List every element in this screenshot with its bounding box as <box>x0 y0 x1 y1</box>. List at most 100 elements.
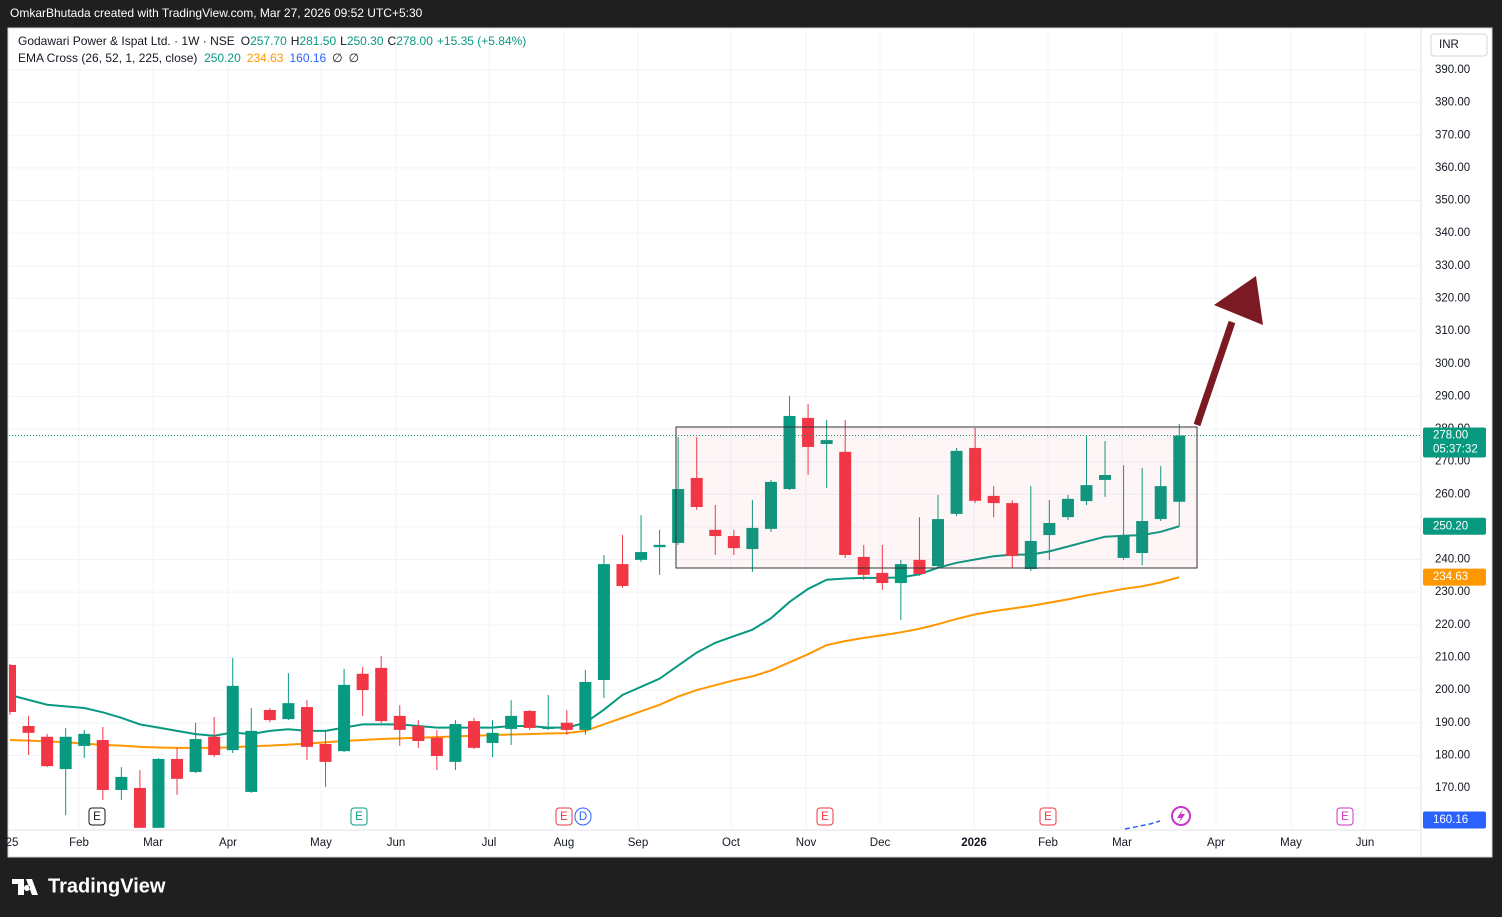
candle-body <box>616 564 629 586</box>
y-tick-label: 270.00 <box>1435 456 1470 468</box>
candle-body <box>913 559 926 574</box>
event-marker[interactable] <box>88 807 106 826</box>
event-label: D <box>579 811 587 823</box>
candle-body <box>783 415 796 490</box>
candle-body <box>59 736 72 770</box>
candle-body <box>1154 486 1167 520</box>
indicator-value: 234.63 <box>247 51 284 65</box>
indicator-title: EMA Cross (26, 52, 1, 225, close) <box>18 51 197 65</box>
x-tick-label: 25 <box>6 837 19 849</box>
y-tick-label: 290.00 <box>1435 390 1470 402</box>
y-tick-label: 220.00 <box>1435 619 1470 631</box>
event-label: E <box>1044 811 1052 823</box>
event-label: E <box>560 811 568 823</box>
candle-body <box>727 536 740 549</box>
candle-body <box>839 451 852 555</box>
candle-body <box>653 544 666 548</box>
event-marker[interactable] <box>1336 807 1354 826</box>
event-marker[interactable] <box>574 807 592 826</box>
x-tick-label: Mar <box>143 837 163 849</box>
candle-body <box>1080 485 1093 502</box>
candle-body <box>96 740 109 790</box>
event-marker[interactable] <box>816 807 834 826</box>
candle-body <box>152 758 165 828</box>
candle-body <box>486 732 499 743</box>
candle-body <box>560 722 573 730</box>
currency: INR <box>1439 39 1459 51</box>
candle-body <box>690 477 703 508</box>
indicator-flag: ∅ <box>349 51 359 65</box>
ema-line <box>9 525 1180 737</box>
chart-panel <box>7 27 1493 858</box>
ema26-label-bg <box>1423 517 1486 535</box>
ohlc-key: H <box>291 34 300 48</box>
ema-line <box>9 576 1180 749</box>
event-marker[interactable] <box>555 807 573 826</box>
x-tick-label: May <box>310 837 332 849</box>
ema26-label: 250.20 <box>1433 520 1468 532</box>
candle-body <box>523 710 536 728</box>
ohlc-value: 281.50 <box>299 34 336 48</box>
y-tick-label: 360.00 <box>1435 162 1470 174</box>
candle-body <box>1117 536 1130 558</box>
candle-body <box>412 725 425 742</box>
y-tick-label: 170.00 <box>1435 782 1470 794</box>
candle-body <box>950 450 963 514</box>
x-tick-label: Jun <box>1356 837 1375 849</box>
y-tick-label: 300.00 <box>1435 358 1470 370</box>
candle-body <box>300 707 313 747</box>
range-box <box>675 426 1198 569</box>
x-tick-label: Oct <box>722 837 741 849</box>
ema-225-line <box>1124 820 1161 830</box>
candle-body <box>245 730 258 792</box>
candle-body <box>468 721 480 748</box>
y-tick-label: 210.00 <box>1435 651 1470 663</box>
candle-body <box>78 733 91 746</box>
y-tick-label: 190.00 <box>1435 717 1470 729</box>
y-tick-label: 200.00 <box>1435 684 1470 696</box>
last-price-label: 278.00 <box>1433 430 1468 442</box>
event-marker[interactable] <box>350 807 368 826</box>
candle-body <box>579 681 592 730</box>
candle-body <box>876 572 889 584</box>
indicator-flag: ∅ <box>332 51 342 65</box>
candle-body <box>505 715 518 729</box>
lightning-icon <box>1177 809 1185 823</box>
ema225-label: 160.16 <box>1433 814 1468 826</box>
y-tick-label: 320.00 <box>1435 292 1470 304</box>
candle-body <box>1136 521 1149 554</box>
candle-body <box>393 715 406 730</box>
y-tick-label: 240.00 <box>1435 554 1470 566</box>
currency-box[interactable] <box>1430 33 1488 57</box>
candle-body <box>1024 540 1037 570</box>
change: +15.35 (+5.84%) <box>437 34 526 48</box>
ohlc-key: L <box>340 34 347 48</box>
candle-body <box>1043 522 1056 536</box>
candle-body <box>764 481 777 529</box>
candle-body <box>208 736 221 756</box>
candle-body <box>449 724 462 762</box>
candle-body <box>635 552 648 560</box>
candle-body <box>857 556 870 575</box>
candle-body <box>263 709 276 721</box>
x-tick-label: 2026 <box>961 837 987 849</box>
y-tick-label: 230.00 <box>1435 586 1470 598</box>
candle-body <box>282 703 295 720</box>
candle-body <box>319 743 332 762</box>
ohlc-key: O <box>241 34 250 48</box>
candle-body <box>597 564 610 680</box>
candle-body <box>9 664 16 712</box>
x-tick-label: Apr <box>1207 837 1225 849</box>
ohlc-value: 250.30 <box>347 34 384 48</box>
y-tick-label: 310.00 <box>1435 325 1470 337</box>
candle-body <box>115 776 128 790</box>
brand: TradingView <box>48 875 166 897</box>
candle-body <box>894 564 907 584</box>
event-marker[interactable] <box>1039 807 1057 826</box>
x-tick-label: Mar <box>1112 837 1132 849</box>
symbol-title: Godawari Power & Ispat Ltd. · 1W · NSE <box>18 34 235 48</box>
last-price-label: 05:37:32 <box>1433 444 1478 456</box>
x-tick-label: Jul <box>482 837 497 849</box>
brand-logo <box>12 879 38 895</box>
